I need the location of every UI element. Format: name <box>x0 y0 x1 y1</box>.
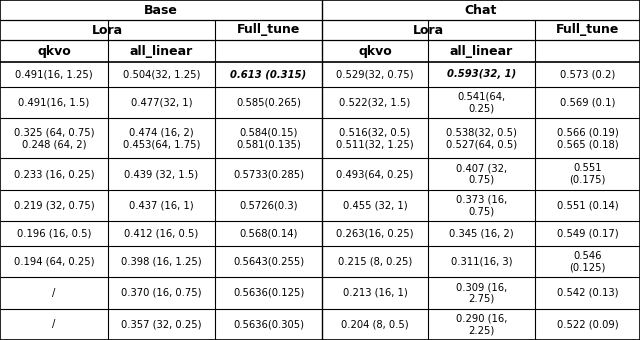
Text: 0.593(32, 1): 0.593(32, 1) <box>447 69 516 79</box>
Text: 0.5733(0.285): 0.5733(0.285) <box>233 169 304 179</box>
Text: 0.5726(0.3): 0.5726(0.3) <box>239 201 298 210</box>
Text: 0.569 (0.1): 0.569 (0.1) <box>560 97 615 107</box>
Text: 0.568(0.14): 0.568(0.14) <box>239 228 298 238</box>
Text: 0.5636(0.125): 0.5636(0.125) <box>233 288 304 298</box>
Text: 0.491(16, 1.5): 0.491(16, 1.5) <box>19 97 90 107</box>
Text: 0.477(32, 1): 0.477(32, 1) <box>131 97 192 107</box>
Text: 0.584(0.15)
0.581(0.135): 0.584(0.15) 0.581(0.135) <box>236 128 301 149</box>
Text: 0.233 (16, 0.25): 0.233 (16, 0.25) <box>13 169 94 179</box>
Text: 0.357 (32, 0.25): 0.357 (32, 0.25) <box>121 319 202 329</box>
Text: 0.585(0.265): 0.585(0.265) <box>236 97 301 107</box>
Text: 0.437 (16, 1): 0.437 (16, 1) <box>129 201 194 210</box>
Text: 0.5643(0.255): 0.5643(0.255) <box>233 257 304 267</box>
Text: Lora: Lora <box>92 23 123 36</box>
Text: 0.474 (16, 2)
0.453(64, 1.75): 0.474 (16, 2) 0.453(64, 1.75) <box>123 128 200 149</box>
Text: 0.493(64, 0.25): 0.493(64, 0.25) <box>337 169 413 179</box>
Text: 0.398 (16, 1.25): 0.398 (16, 1.25) <box>121 257 202 267</box>
Text: 0.455 (32, 1): 0.455 (32, 1) <box>342 201 407 210</box>
Text: 0.516(32, 0.5)
0.511(32, 1.25): 0.516(32, 0.5) 0.511(32, 1.25) <box>336 128 414 149</box>
Text: 0.546
(0.125): 0.546 (0.125) <box>570 251 605 272</box>
Text: 0.196 (16, 0.5): 0.196 (16, 0.5) <box>17 228 91 238</box>
Text: 0.613 (0.315): 0.613 (0.315) <box>230 69 307 79</box>
Text: Lora: Lora <box>413 23 444 36</box>
Text: qkvo: qkvo <box>37 45 71 57</box>
Text: Full_tune: Full_tune <box>556 23 619 36</box>
Text: 0.551
(0.175): 0.551 (0.175) <box>570 163 605 185</box>
Text: 0.538(32, 0.5)
0.527(64, 0.5): 0.538(32, 0.5) 0.527(64, 0.5) <box>446 128 517 149</box>
Text: 0.491(16, 1.25): 0.491(16, 1.25) <box>15 69 93 79</box>
Text: 0.290 (16,
2.25): 0.290 (16, 2.25) <box>456 313 507 335</box>
Text: 0.522(32, 1.5): 0.522(32, 1.5) <box>339 97 411 107</box>
Text: 0.345 (16, 2): 0.345 (16, 2) <box>449 228 514 238</box>
Text: 0.5636(0.305): 0.5636(0.305) <box>233 319 304 329</box>
Text: 0.573 (0.2): 0.573 (0.2) <box>560 69 615 79</box>
Text: 0.551 (0.14): 0.551 (0.14) <box>557 201 618 210</box>
Text: 0.194 (64, 0.25): 0.194 (64, 0.25) <box>13 257 94 267</box>
Text: all_linear: all_linear <box>450 45 513 57</box>
Text: 0.311(16, 3): 0.311(16, 3) <box>451 257 512 267</box>
Text: /: / <box>52 319 56 329</box>
Text: Chat: Chat <box>465 3 497 17</box>
Text: all_linear: all_linear <box>130 45 193 57</box>
Text: 0.407 (32,
0.75): 0.407 (32, 0.75) <box>456 163 507 185</box>
Text: 0.204 (8, 0.5): 0.204 (8, 0.5) <box>341 319 409 329</box>
Text: Base: Base <box>144 3 178 17</box>
Text: 0.309 (16,
2.75): 0.309 (16, 2.75) <box>456 282 507 304</box>
Text: qkvo: qkvo <box>358 45 392 57</box>
Text: Full_tune: Full_tune <box>237 23 300 36</box>
Text: 0.549 (0.17): 0.549 (0.17) <box>557 228 618 238</box>
Text: 0.215 (8, 0.25): 0.215 (8, 0.25) <box>338 257 412 267</box>
Text: 0.542 (0.13): 0.542 (0.13) <box>557 288 618 298</box>
Text: /: / <box>52 288 56 298</box>
Text: 0.373 (16,
0.75): 0.373 (16, 0.75) <box>456 195 507 216</box>
Text: 0.325 (64, 0.75)
0.248 (64, 2): 0.325 (64, 0.75) 0.248 (64, 2) <box>13 128 94 149</box>
Text: 0.370 (16, 0.75): 0.370 (16, 0.75) <box>121 288 202 298</box>
Text: 0.439 (32, 1.5): 0.439 (32, 1.5) <box>124 169 198 179</box>
Text: 0.213 (16, 1): 0.213 (16, 1) <box>342 288 408 298</box>
Text: 0.219 (32, 0.75): 0.219 (32, 0.75) <box>13 201 94 210</box>
Text: 0.504(32, 1.25): 0.504(32, 1.25) <box>123 69 200 79</box>
Text: 0.566 (0.19)
0.565 (0.18): 0.566 (0.19) 0.565 (0.18) <box>557 128 618 149</box>
Text: 0.522 (0.09): 0.522 (0.09) <box>557 319 618 329</box>
Text: 0.412 (16, 0.5): 0.412 (16, 0.5) <box>124 228 198 238</box>
Text: 0.529(32, 0.75): 0.529(32, 0.75) <box>336 69 413 79</box>
Text: 0.541(64,
0.25): 0.541(64, 0.25) <box>458 91 506 113</box>
Text: 0.263(16, 0.25): 0.263(16, 0.25) <box>336 228 413 238</box>
